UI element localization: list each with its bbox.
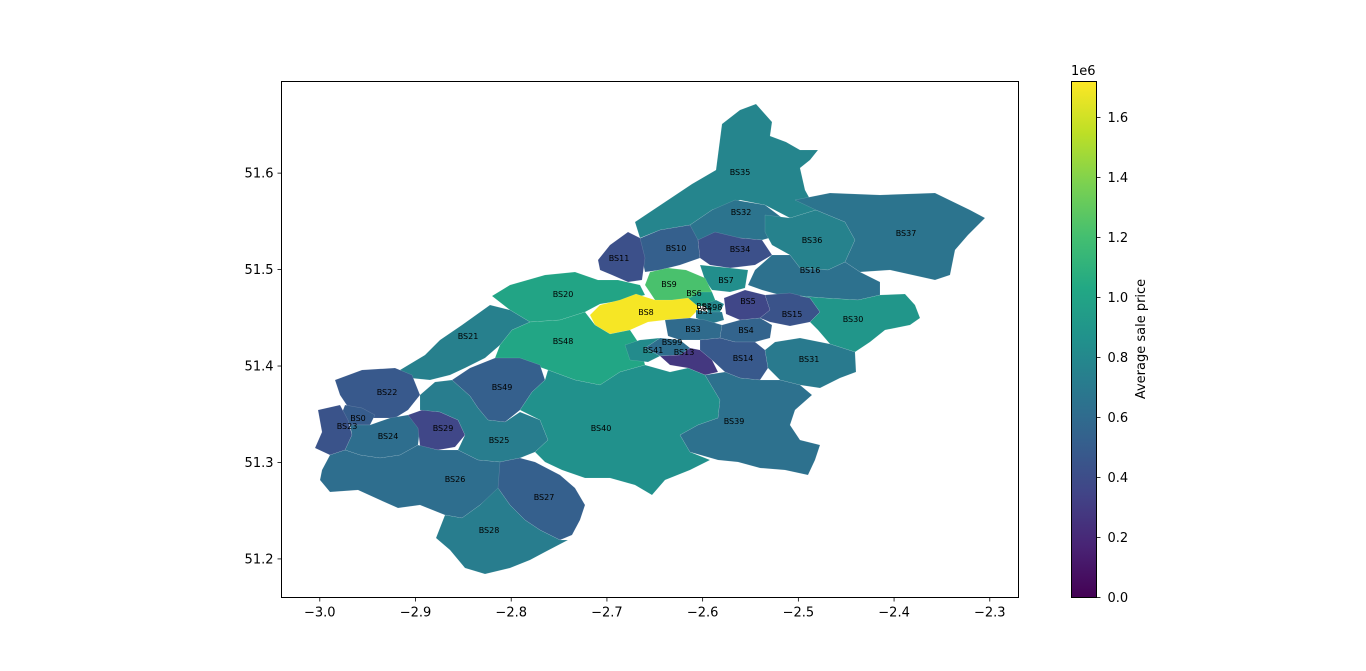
district-label-bs22: BS22 xyxy=(377,388,398,397)
x-axis: −3.0 −2.9 −2.8 −2.7 −2.6 −2.5 −2.4 −2.3 xyxy=(304,597,1006,621)
y-tick-label: 51.2 xyxy=(245,552,274,567)
district-label-bs15: BS15 xyxy=(782,310,803,319)
district-label-bs6: BS6 xyxy=(686,289,702,298)
district-label-bs14: BS14 xyxy=(733,354,754,363)
x-tick-label: −2.5 xyxy=(783,606,815,621)
district-bs15 xyxy=(759,292,821,327)
district-label-bs10: BS10 xyxy=(666,244,687,253)
district-label-bs1: BS1 xyxy=(697,307,713,316)
district-label-bs5: BS5 xyxy=(740,297,756,306)
x-tick-label: −2.6 xyxy=(687,606,719,621)
colorbar-tick-label: 0.6 xyxy=(1108,411,1129,426)
plot-frame xyxy=(281,81,1019,598)
district-bs37 xyxy=(794,192,986,281)
district-label-bs35: BS35 xyxy=(730,168,751,177)
district-bs35 xyxy=(634,103,819,239)
district-label-bs48: BS48 xyxy=(553,337,574,346)
district-label-bs24: BS24 xyxy=(378,432,399,441)
district-label-bs26: BS26 xyxy=(445,475,466,484)
district-label-bs3: BS3 xyxy=(685,325,701,334)
district-label-bs25: BS25 xyxy=(489,436,510,445)
district-label-bs98: BS98 xyxy=(702,303,723,312)
district-bs14 xyxy=(699,337,769,381)
x-tick-label: −3.0 xyxy=(304,606,336,621)
y-tick-label: 51.5 xyxy=(245,263,274,278)
district-bs30 xyxy=(799,293,921,353)
colorbar-tick-label: 1.6 xyxy=(1108,111,1129,126)
district-label-bs21: BS21 xyxy=(458,332,479,341)
district-label-bs39: BS39 xyxy=(724,417,745,426)
district-bs13 xyxy=(659,347,719,376)
district-label-bs40: BS40 xyxy=(591,424,612,433)
district-label-bs30: BS30 xyxy=(843,315,864,324)
district-label-bs23: BS23 xyxy=(337,422,358,431)
district-label-bs8: BS8 xyxy=(638,308,654,317)
district-label-bs20: BS20 xyxy=(553,290,574,299)
x-tick-label: −2.7 xyxy=(591,606,623,621)
colorbar-tick-label: 1.2 xyxy=(1108,231,1129,246)
district-bs31 xyxy=(764,337,857,389)
x-tick-label: −2.8 xyxy=(495,606,527,621)
district-label-bs9: BS9 xyxy=(661,280,677,289)
district-bs34 xyxy=(697,231,773,269)
district-bs41 xyxy=(624,337,661,363)
district-label-bs27: BS27 xyxy=(534,493,555,502)
colorbar-tick-label: 0.4 xyxy=(1108,471,1129,486)
district-label-bs99: BS99 xyxy=(662,338,683,347)
x-tick-label: −2.4 xyxy=(878,606,910,621)
y-tick-label: 51.4 xyxy=(245,360,274,375)
district-label-bs29: BS29 xyxy=(433,424,454,433)
y-axis: 51.2 51.3 51.4 51.5 51.6 xyxy=(245,167,282,567)
colorbar-tick-label: 1.4 xyxy=(1108,171,1129,186)
colorbar-tick-label: 0.0 xyxy=(1108,591,1129,606)
colorbar-ticks: 0.0 0.2 0.4 0.6 0.8 1.0 1.2 1.4 1.6 xyxy=(1096,111,1129,606)
colorbar-label: Average sale price xyxy=(1134,279,1149,399)
colorbar xyxy=(1071,81,1097,598)
district-bs39 xyxy=(679,371,821,476)
district-label-bs0: BS0 xyxy=(350,414,366,423)
y-tick-label: 51.6 xyxy=(245,167,274,182)
district-label-bs28: BS28 xyxy=(479,526,500,535)
district-bs22 xyxy=(334,367,421,419)
y-tick-label: 51.3 xyxy=(245,456,274,471)
colorbar-tick-label: 1.0 xyxy=(1108,291,1129,306)
district-label-bs49: BS49 xyxy=(492,383,513,392)
district-label-bs16: BS16 xyxy=(800,266,821,275)
district-labels: BS35 BS32 BS36 BS37 BS10 BS34 BS11 BS16 BS7 BS9 BS… xyxy=(337,168,917,535)
district-bs98 xyxy=(704,299,725,313)
district-label-bs31: BS31 xyxy=(799,355,820,364)
district-bs8 xyxy=(589,293,701,335)
district-label-bs2: BS2 xyxy=(696,302,712,311)
colorbar-tick-label: 0.2 xyxy=(1108,531,1129,546)
district-label-bs41: BS41 xyxy=(643,346,664,355)
district-bs28 xyxy=(435,487,569,575)
map-layer xyxy=(314,103,986,575)
district-label-bs11: BS11 xyxy=(609,254,630,263)
district-label-bs32: BS32 xyxy=(731,208,752,217)
x-tick-label: −2.9 xyxy=(400,606,432,621)
district-label-bs34: BS34 xyxy=(730,245,751,254)
colorbar-multiplier: 1e6 xyxy=(1071,64,1096,79)
district-label-bs37: BS37 xyxy=(896,229,917,238)
district-label-bs36: BS36 xyxy=(802,236,823,245)
colorbar-tick-label: 0.8 xyxy=(1108,351,1129,366)
district-label-bs13: BS13 xyxy=(674,348,695,357)
district-label-bs7: BS7 xyxy=(718,276,734,285)
district-label-bs4: BS4 xyxy=(738,326,754,335)
x-tick-label: −2.3 xyxy=(974,606,1006,621)
district-bs11 xyxy=(597,231,646,283)
